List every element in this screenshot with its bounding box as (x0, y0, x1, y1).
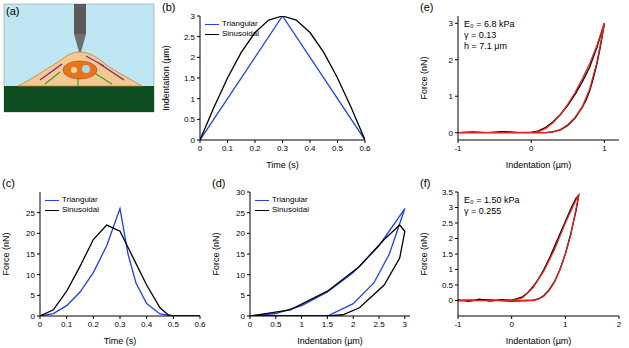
svg-text:2.5: 2.5 (373, 320, 385, 329)
svg-text:0.6: 0.6 (194, 320, 206, 329)
svg-text:5: 5 (31, 291, 36, 300)
svg-text:Indentation (µm): Indentation (µm) (161, 45, 171, 111)
svg-text:0.5: 0.5 (168, 320, 180, 329)
html-text:Sinusoidal: Sinusoidal (62, 205, 99, 214)
svg-text:3: 3 (449, 19, 454, 28)
svg-text:20: 20 (236, 229, 245, 238)
svg-text:-1: -1 (454, 144, 462, 153)
svg-text:0: 0 (31, 312, 36, 321)
svg-text:-1: -1 (454, 320, 462, 329)
html-text:γ = 0.13: γ = 0.13 (464, 30, 497, 40)
svg-text:2: 2 (449, 56, 454, 65)
html-text:(f): (f) (420, 177, 431, 189)
svg-text:Force (nN): Force (nN) (419, 56, 429, 99)
svg-text:0.5: 0.5 (184, 115, 196, 124)
svg-text:Indentation (µm): Indentation (µm) (506, 336, 572, 346)
svg-text:0.4: 0.4 (141, 320, 153, 329)
svg-text:2.5: 2.5 (184, 33, 196, 42)
svg-text:3: 3 (191, 12, 196, 21)
svg-text:25: 25 (26, 209, 35, 218)
svg-text:0: 0 (449, 129, 454, 138)
html-text:Triangular: Triangular (62, 195, 98, 204)
svg-text:Indentation (µm): Indentation (µm) (506, 160, 572, 170)
html-text:Sinusoidal: Sinusoidal (272, 205, 309, 214)
html-text:E₀ = 6.8 kPa: E₀ = 6.8 kPa (464, 19, 515, 29)
svg-text:Force (nN): Force (nN) (1, 232, 11, 275)
html-text:Sinusoidal: Sinusoidal (222, 29, 259, 38)
svg-text:3: 3 (449, 203, 454, 212)
html-text:(b): (b) (162, 1, 176, 13)
svg-text:1.5: 1.5 (184, 74, 196, 83)
html-text:Triangular: Triangular (222, 19, 258, 28)
svg-text:1: 1 (191, 95, 196, 104)
html-text:(a): (a) (6, 5, 20, 17)
html-text:E₀ = 1.50 kPa: E₀ = 1.50 kPa (464, 195, 520, 205)
svg-text:2: 2 (351, 320, 356, 329)
html-text:(e): (e) (420, 1, 434, 13)
svg-text:2: 2 (617, 320, 622, 329)
svg-text:Time (s): Time (s) (104, 336, 137, 346)
svg-text:1: 1 (563, 320, 568, 329)
svg-text:1.5: 1.5 (322, 320, 334, 329)
svg-text:0: 0 (509, 320, 514, 329)
svg-text:0.5: 0.5 (270, 320, 282, 329)
html-text:γ = 0.255: γ = 0.255 (464, 206, 502, 216)
svg-text:2: 2 (449, 234, 454, 243)
svg-text:25: 25 (236, 209, 245, 218)
svg-text:20: 20 (26, 229, 35, 238)
svg-text:10: 10 (236, 271, 245, 280)
svg-text:0: 0 (241, 312, 246, 321)
svg-text:0: 0 (38, 320, 43, 329)
svg-text:1: 1 (449, 265, 454, 274)
svg-text:0: 0 (529, 144, 534, 153)
svg-text:0: 0 (191, 136, 196, 145)
svg-text:3.5: 3.5 (442, 188, 454, 197)
svg-text:0.2: 0.2 (88, 320, 100, 329)
svg-text:15: 15 (26, 250, 35, 259)
svg-text:3: 3 (403, 320, 408, 329)
svg-text:0.1: 0.1 (222, 144, 234, 153)
svg-text:0.3: 0.3 (114, 320, 126, 329)
svg-text:Force (nN): Force (nN) (211, 232, 221, 275)
svg-text:Force (nN): Force (nN) (419, 232, 429, 275)
svg-text:0: 0 (248, 320, 253, 329)
svg-text:30: 30 (236, 188, 245, 197)
svg-text:0.2: 0.2 (249, 144, 261, 153)
svg-text:0.5: 0.5 (442, 281, 454, 290)
html-text:(d): (d) (212, 177, 226, 189)
svg-text:0.1: 0.1 (61, 320, 73, 329)
svg-text:1: 1 (449, 92, 454, 101)
html-text:Triangular: Triangular (272, 195, 308, 204)
svg-text:5: 5 (241, 291, 246, 300)
svg-text:1.5: 1.5 (442, 250, 454, 259)
svg-text:0.4: 0.4 (304, 144, 316, 153)
svg-text:2.5: 2.5 (442, 219, 454, 228)
html-text:h = 7.1 μm: h = 7.1 μm (464, 41, 507, 51)
svg-text:Indentation (µm): Indentation (µm) (297, 336, 363, 346)
svg-text:0.6: 0.6 (359, 144, 371, 153)
svg-text:0.5: 0.5 (332, 144, 344, 153)
html-text:(c): (c) (2, 177, 15, 189)
svg-text:1: 1 (602, 144, 607, 153)
svg-text:2: 2 (191, 53, 196, 62)
svg-text:1: 1 (299, 320, 304, 329)
svg-text:0.3: 0.3 (277, 144, 289, 153)
svg-text:10: 10 (26, 271, 35, 280)
svg-text:0: 0 (449, 296, 454, 305)
svg-text:Time (s): Time (s) (266, 160, 299, 170)
svg-text:0: 0 (198, 144, 203, 153)
svg-text:15: 15 (236, 250, 245, 259)
